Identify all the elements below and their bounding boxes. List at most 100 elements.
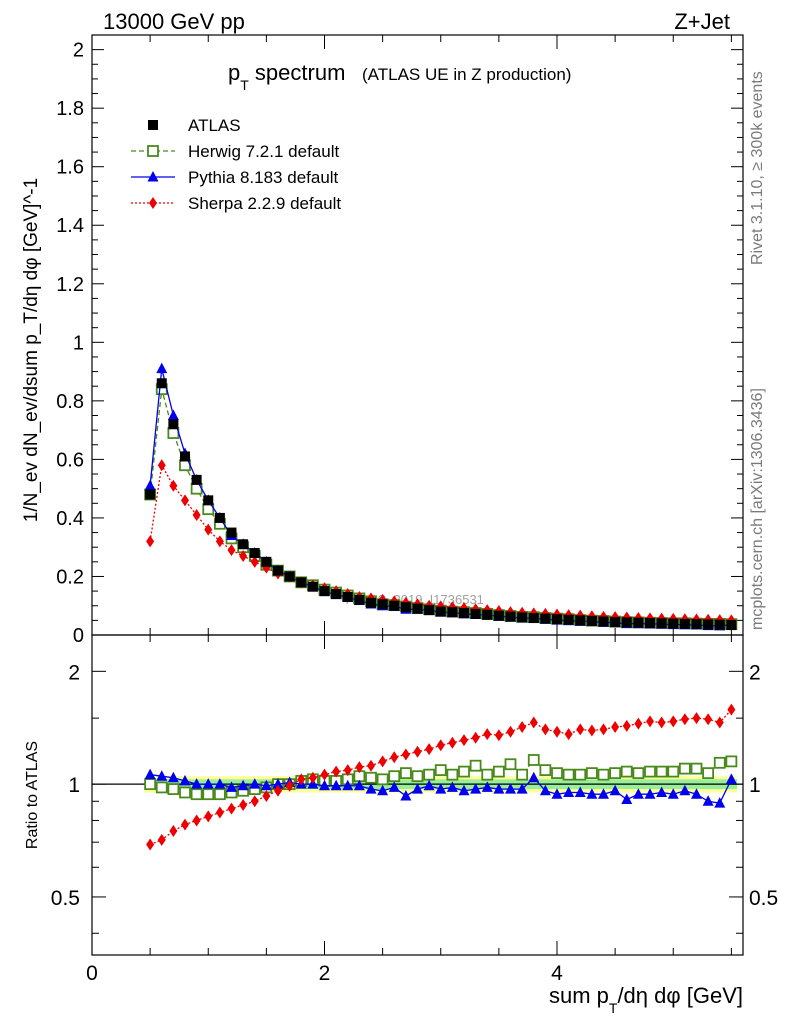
series-line: [149, 388, 732, 625]
data-point: [342, 591, 353, 602]
ratio-data-point: [667, 765, 680, 778]
ratio-data-point: [213, 788, 226, 801]
ratio-data-point: [388, 781, 400, 792]
data-point: [377, 599, 388, 610]
ratio-y-tick-label-left: 2: [68, 661, 80, 684]
data-point: [249, 548, 260, 559]
legend-entry: Herwig 7.2.1 default: [131, 142, 339, 161]
data-point: [389, 600, 400, 611]
ratio-data-point: [597, 768, 610, 781]
ratio-data-point: [702, 795, 714, 806]
main-plot-series: [144, 362, 738, 631]
data-point: [470, 608, 481, 619]
ratio-data-point: [656, 786, 668, 797]
ratio-data-point: [680, 713, 689, 726]
data-point: [146, 535, 155, 548]
data-point: [668, 618, 679, 629]
ratio-data-point: [458, 765, 470, 778]
ratio-data-point: [190, 788, 203, 801]
ratio-data-point: [262, 789, 271, 802]
ratio-data-point: [167, 771, 179, 783]
ratio-y-tick-label-right: 1: [749, 774, 761, 797]
ratio-data-point: [157, 833, 166, 846]
ratio-data-point: [702, 767, 715, 780]
plot-title-sub: T: [240, 77, 249, 93]
ratio-data-point: [667, 788, 679, 799]
main-y-tick-label: 0: [73, 625, 84, 647]
ratio-data-point: [713, 756, 726, 769]
data-point: [204, 523, 213, 536]
ratio-data-point: [574, 786, 586, 797]
ratio-data-point: [156, 770, 168, 781]
data-point: [191, 474, 202, 485]
data-point: [482, 609, 493, 620]
ratio-y-tick-label-left: 0.5: [51, 887, 80, 910]
ratio-data-point: [505, 783, 516, 794]
ratio-data-point: [435, 783, 447, 794]
ratio-data-point: [308, 771, 317, 784]
ratio-data-point: [144, 768, 156, 780]
data-point: [238, 539, 249, 550]
ratio-data-point: [725, 755, 738, 768]
ratio-data-point: [167, 783, 180, 795]
data-point: [528, 613, 539, 624]
data-point: [598, 616, 609, 627]
data-point: [181, 494, 189, 507]
ratio-data-point: [355, 761, 364, 774]
x-axis-label-main: sum p: [549, 983, 609, 1008]
ratio-data-point: [319, 779, 330, 791]
data-point: [180, 451, 190, 462]
ratio-data-point: [632, 788, 644, 799]
main-plot-frame: 0 0.2 0.4 0.6 0.8 1 1.2 1.4 1.6 1.8 2: [56, 34, 744, 647]
legend-entry: Pythia 8.183 default: [131, 168, 339, 187]
ratio-data-point: [506, 725, 515, 738]
series-pythia-8-183-default: [144, 362, 737, 631]
x-tick-label: 2: [319, 962, 331, 985]
ratio-data-point: [320, 768, 329, 781]
ratio-data-point: [574, 768, 587, 781]
ratio-data-point: [399, 767, 412, 780]
ratio-data-point: [214, 778, 226, 789]
legend-label: ATLAS: [188, 116, 241, 135]
ratio-data-point: [390, 751, 399, 764]
ratio-data-point: [377, 784, 389, 796]
data-point: [610, 617, 621, 628]
data-point: [319, 586, 330, 597]
data-point: [586, 615, 597, 626]
data-point: [656, 618, 667, 629]
ratio-data-point: [585, 767, 598, 780]
ratio-data-point: [169, 824, 178, 837]
legend-entry: Sherpa 2.2.9 default: [131, 194, 341, 213]
ratio-plot-border: [91, 634, 744, 956]
data-point: [412, 603, 423, 614]
ratio-data-point: [401, 748, 410, 761]
main-y-tick-label: 0.4: [56, 508, 84, 530]
ratio-data-point: [460, 734, 468, 747]
data-point: [156, 378, 167, 389]
main-y-tick-label: 2: [73, 40, 84, 62]
data-point: [273, 565, 283, 576]
data-point: [435, 606, 446, 617]
ratio-data-point: [504, 758, 517, 771]
ratio-data-point: [249, 778, 261, 789]
ratio-data-point: [227, 802, 236, 815]
data-point: [156, 362, 168, 374]
ratio-data-point: [204, 810, 213, 823]
ratio-data-point: [215, 806, 224, 819]
ratio-data-point: [250, 795, 259, 808]
data-point: [214, 512, 225, 523]
ratio-data-point: [343, 764, 352, 777]
ratio-data-point: [179, 786, 191, 799]
ratio-data-point: [529, 716, 538, 729]
main-y-axis-label: 1/N_ev dN_ev/dsum p_T/dη dφ [GeV]^-1: [21, 178, 42, 522]
ratio-data-point: [470, 783, 482, 794]
main-y-tick-label: 1.4: [56, 215, 84, 237]
ratio-data-point: [471, 731, 480, 744]
legend-marker: [147, 145, 159, 157]
ratio-data-point: [611, 721, 620, 734]
ratio-data-point: [655, 765, 668, 778]
legend-entry: ATLAS: [148, 116, 241, 135]
ratio-data-point: [644, 788, 656, 799]
data-point: [517, 612, 528, 623]
